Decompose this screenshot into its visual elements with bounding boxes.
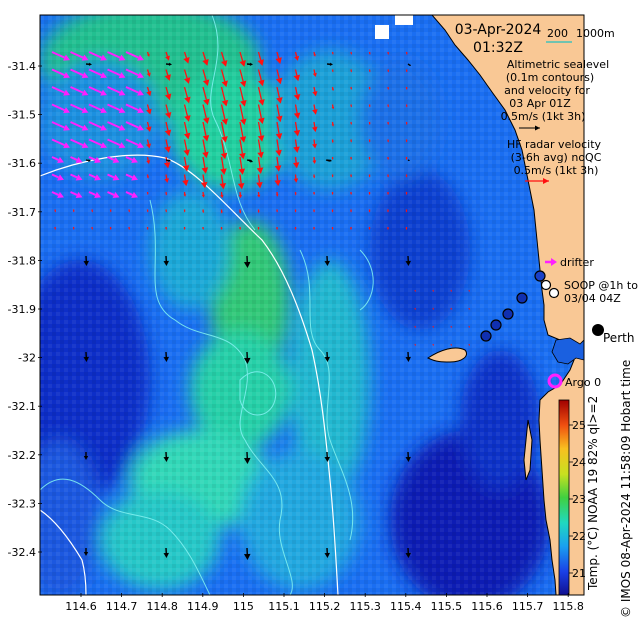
drifter-label: drifter — [560, 256, 594, 269]
hf-note-1: HF radar velocity — [507, 138, 602, 151]
longitude-labels: 114.6 114.7 114.8 114.9 115 115.1 115.2 115.3 11… — [65, 593, 584, 613]
latitude-tick-label: -32.2 — [8, 449, 36, 462]
soop-legend-marker — [550, 289, 559, 298]
hf-scale-label: 0.5m/s (1kt 3h) — [514, 164, 599, 177]
altimetry-note-4: 03 Apr 01Z — [509, 97, 571, 110]
altimetry-note-2: (0.1m contours) — [506, 71, 594, 84]
soop-point — [535, 271, 545, 281]
longitude-tick-label: 114.6 — [65, 600, 97, 613]
altimetry-note-1: Altimetric sealevel — [507, 58, 609, 71]
latitude-tick-label: -32 — [18, 352, 36, 365]
soop-point — [517, 293, 527, 303]
latitude-tick-label: -31.9 — [8, 303, 36, 316]
longitude-tick-label: 114.8 — [146, 600, 178, 613]
longitude-tick-label: 114.9 — [187, 600, 219, 613]
longitude-tick-label: 114.7 — [106, 600, 138, 613]
soop-point — [542, 281, 551, 290]
map-date: 03-Apr-2024 — [455, 22, 542, 38]
longitude-tick-label: 115.2 — [309, 600, 341, 613]
altimetry-legend: Altimetric sealevel (0.1m contours) and … — [501, 58, 610, 123]
soop-label-1: SOOP @1h to — [564, 279, 638, 292]
latitude-tick-label: -32.4 — [8, 546, 36, 559]
longitude-tick-label: 115.4 — [390, 600, 422, 613]
longitude-tick-label: 115.3 — [349, 600, 381, 613]
colorbar-tick-label: 23 — [572, 493, 586, 506]
colorbar-tick-label: 24 — [572, 456, 586, 469]
altimetry-scale-label: 0.5m/s (1kt 3h) — [501, 110, 586, 123]
latitude-tick-label: -31.7 — [8, 206, 36, 219]
colorbar-gradient — [559, 400, 569, 595]
latitude-tick-label: -31.4 — [8, 60, 36, 73]
soop-point — [491, 320, 501, 330]
soop-label-2: 03/04 04Z — [564, 292, 621, 305]
scale-label: 200 — [547, 27, 568, 40]
longitude-tick-label: 115.1 — [268, 600, 300, 613]
perth-label: Perth — [603, 331, 634, 345]
latitude-tick-label: -32.3 — [8, 497, 36, 510]
latitude-tick-label: -31.6 — [8, 157, 36, 170]
longitude-tick-label: 115.8 — [552, 600, 584, 613]
latitude-tick-label: -32.1 — [8, 400, 36, 413]
longitude-tick-label: 115.7 — [512, 600, 544, 613]
soop-point — [481, 331, 491, 341]
argo-label: Argo 0 — [565, 376, 601, 389]
credit-text: © IMOS 08-Apr-2024 11:58:09 Hobart time — [619, 360, 633, 618]
colorbar-tick-label: 21 — [572, 567, 586, 580]
longitude-tick-label: 115.6 — [471, 600, 503, 613]
longitude-tick-label: 115.5 — [431, 600, 463, 613]
longitude-tick-label: 115 — [233, 600, 254, 613]
map-time: 01:32Z — [473, 40, 523, 56]
colorbar-title: Temp. (°C) NOAA 19 82% ql>=2 — [586, 396, 600, 591]
altimetry-note-3: and velocity for — [504, 84, 590, 97]
hf-legend: HF radar velocity (3-6h avg) noQC 0.5m/s… — [507, 138, 602, 177]
colorbar-tick-label: 22 — [572, 530, 586, 543]
depth-label: 1000m — [576, 27, 615, 40]
hf-note-2: (3-6h avg) noQC — [511, 151, 602, 164]
latitude-labels: -31.4 -31.5 -31.6 -31.7 -31.8 -31.9 -32 -32.1 -3… — [8, 60, 42, 559]
colorbar-tick-label: 25 — [572, 419, 586, 432]
soop-point — [503, 309, 513, 319]
latitude-tick-label: -31.8 — [8, 254, 36, 267]
latitude-tick-label: -31.5 — [8, 109, 36, 122]
